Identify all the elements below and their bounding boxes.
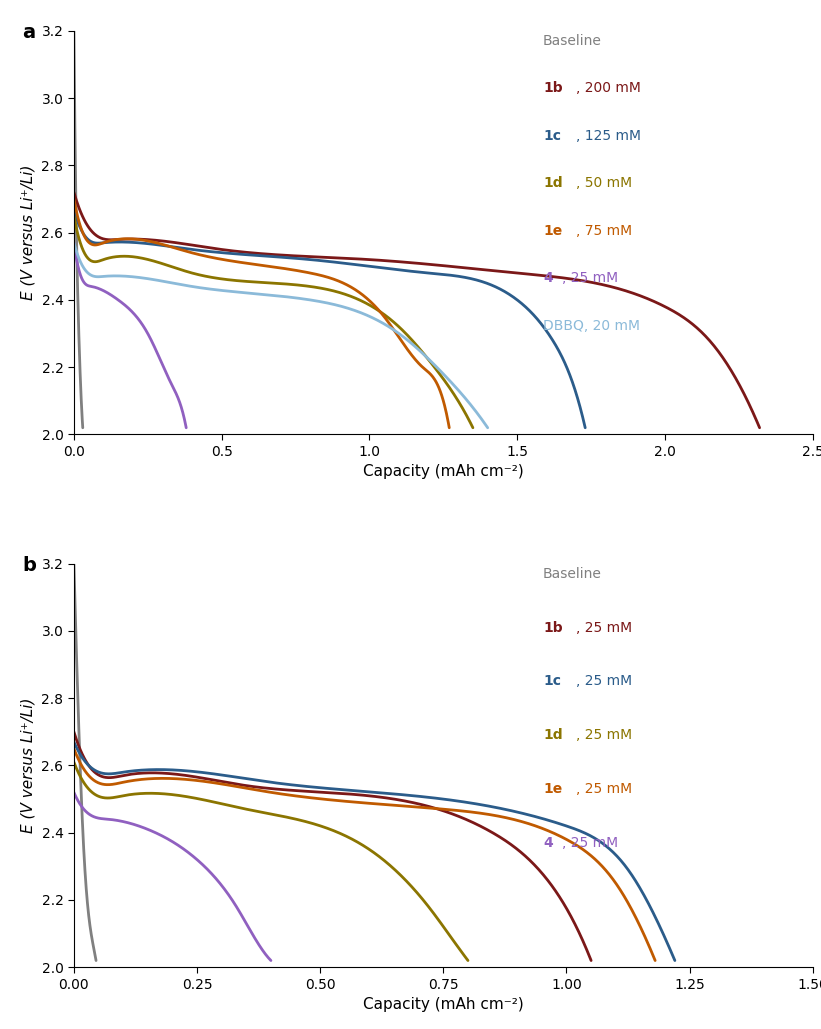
X-axis label: Capacity (mAh cm⁻²): Capacity (mAh cm⁻²) [363, 997, 524, 1013]
Text: , 50 mM: , 50 mM [576, 176, 631, 190]
Text: , 125 mM: , 125 mM [576, 129, 640, 143]
Text: 1b: 1b [544, 81, 562, 96]
Text: , 25 mM: , 25 mM [562, 272, 618, 285]
Text: 1c: 1c [544, 129, 561, 143]
Text: 4: 4 [544, 836, 553, 850]
Y-axis label: E (V versus Li⁺/Li): E (V versus Li⁺/Li) [21, 698, 36, 833]
Text: , 25 mM: , 25 mM [576, 729, 631, 742]
Text: 4: 4 [544, 272, 553, 285]
Text: 1c: 1c [544, 674, 561, 688]
Text: , 25 mM: , 25 mM [562, 836, 618, 850]
Text: 1d: 1d [544, 176, 562, 190]
Text: , 200 mM: , 200 mM [576, 81, 640, 96]
Text: , 25 mM: , 25 mM [576, 674, 631, 688]
Text: Baseline: Baseline [544, 34, 602, 48]
Text: , 25 mM: , 25 mM [576, 620, 631, 635]
Y-axis label: E (V versus Li⁺/Li): E (V versus Li⁺/Li) [21, 165, 36, 300]
Text: , 75 mM: , 75 mM [576, 224, 631, 238]
Text: DBBQ, 20 mM: DBBQ, 20 mM [544, 319, 640, 332]
Text: 1b: 1b [544, 620, 562, 635]
Text: a: a [22, 23, 35, 42]
Text: , 25 mM: , 25 mM [576, 782, 631, 796]
Text: 1e: 1e [544, 224, 562, 238]
X-axis label: Capacity (mAh cm⁻²): Capacity (mAh cm⁻²) [363, 464, 524, 480]
Text: b: b [22, 556, 36, 574]
Text: 1e: 1e [544, 782, 562, 796]
Text: 1d: 1d [544, 729, 562, 742]
Text: Baseline: Baseline [544, 567, 602, 580]
